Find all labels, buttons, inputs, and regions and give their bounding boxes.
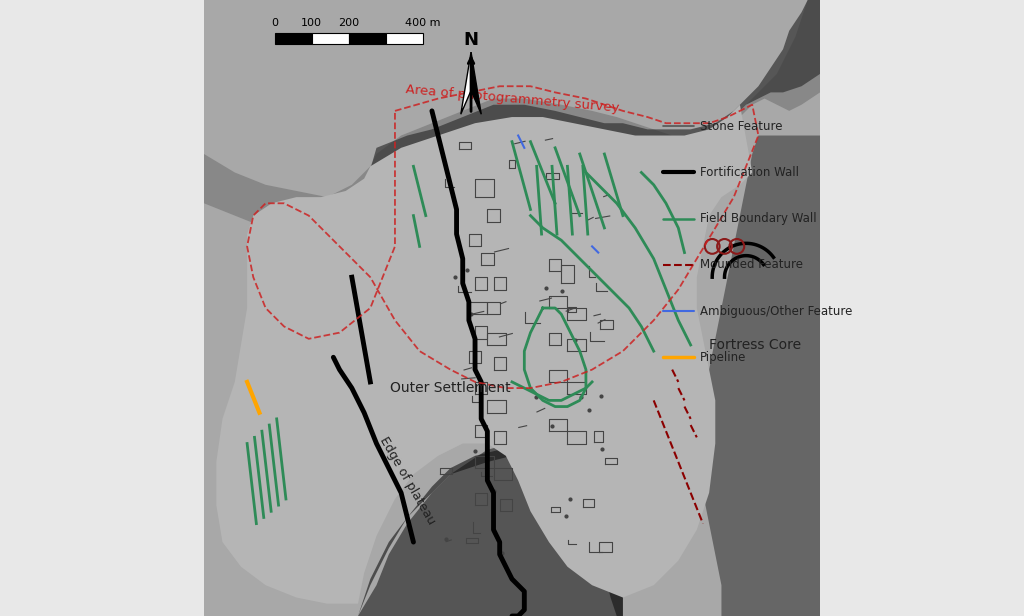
Text: Pipeline: Pipeline	[699, 351, 746, 364]
Polygon shape	[471, 52, 481, 114]
Text: 400 m: 400 m	[404, 18, 440, 28]
Polygon shape	[204, 444, 623, 616]
Bar	[349, 33, 386, 44]
Polygon shape	[204, 0, 820, 616]
Bar	[274, 33, 311, 44]
Text: Ambiguous/Other Feature: Ambiguous/Other Feature	[699, 304, 852, 318]
Bar	[311, 33, 349, 44]
Text: Area of photogrammetry survey: Area of photogrammetry survey	[404, 83, 620, 115]
Text: Outer Settlement: Outer Settlement	[390, 381, 511, 395]
Text: Field Boundary Wall: Field Boundary Wall	[699, 212, 816, 225]
Text: N: N	[464, 31, 478, 49]
Polygon shape	[365, 0, 820, 191]
Polygon shape	[204, 0, 820, 234]
Text: 200: 200	[338, 18, 359, 28]
Text: 0: 0	[271, 18, 279, 28]
Bar	[656, 79, 820, 381]
Text: Edge of plateau: Edge of plateau	[377, 434, 437, 527]
Text: Mounded Feature: Mounded Feature	[699, 258, 803, 272]
Polygon shape	[216, 105, 753, 604]
Text: Fortification Wall: Fortification Wall	[699, 166, 799, 179]
Polygon shape	[696, 136, 820, 616]
Bar	[386, 33, 423, 44]
Text: Stone Feature: Stone Feature	[699, 120, 782, 133]
Polygon shape	[461, 52, 471, 114]
Text: 100: 100	[301, 18, 323, 28]
Polygon shape	[358, 450, 623, 616]
Text: Fortress Core: Fortress Core	[710, 338, 802, 352]
